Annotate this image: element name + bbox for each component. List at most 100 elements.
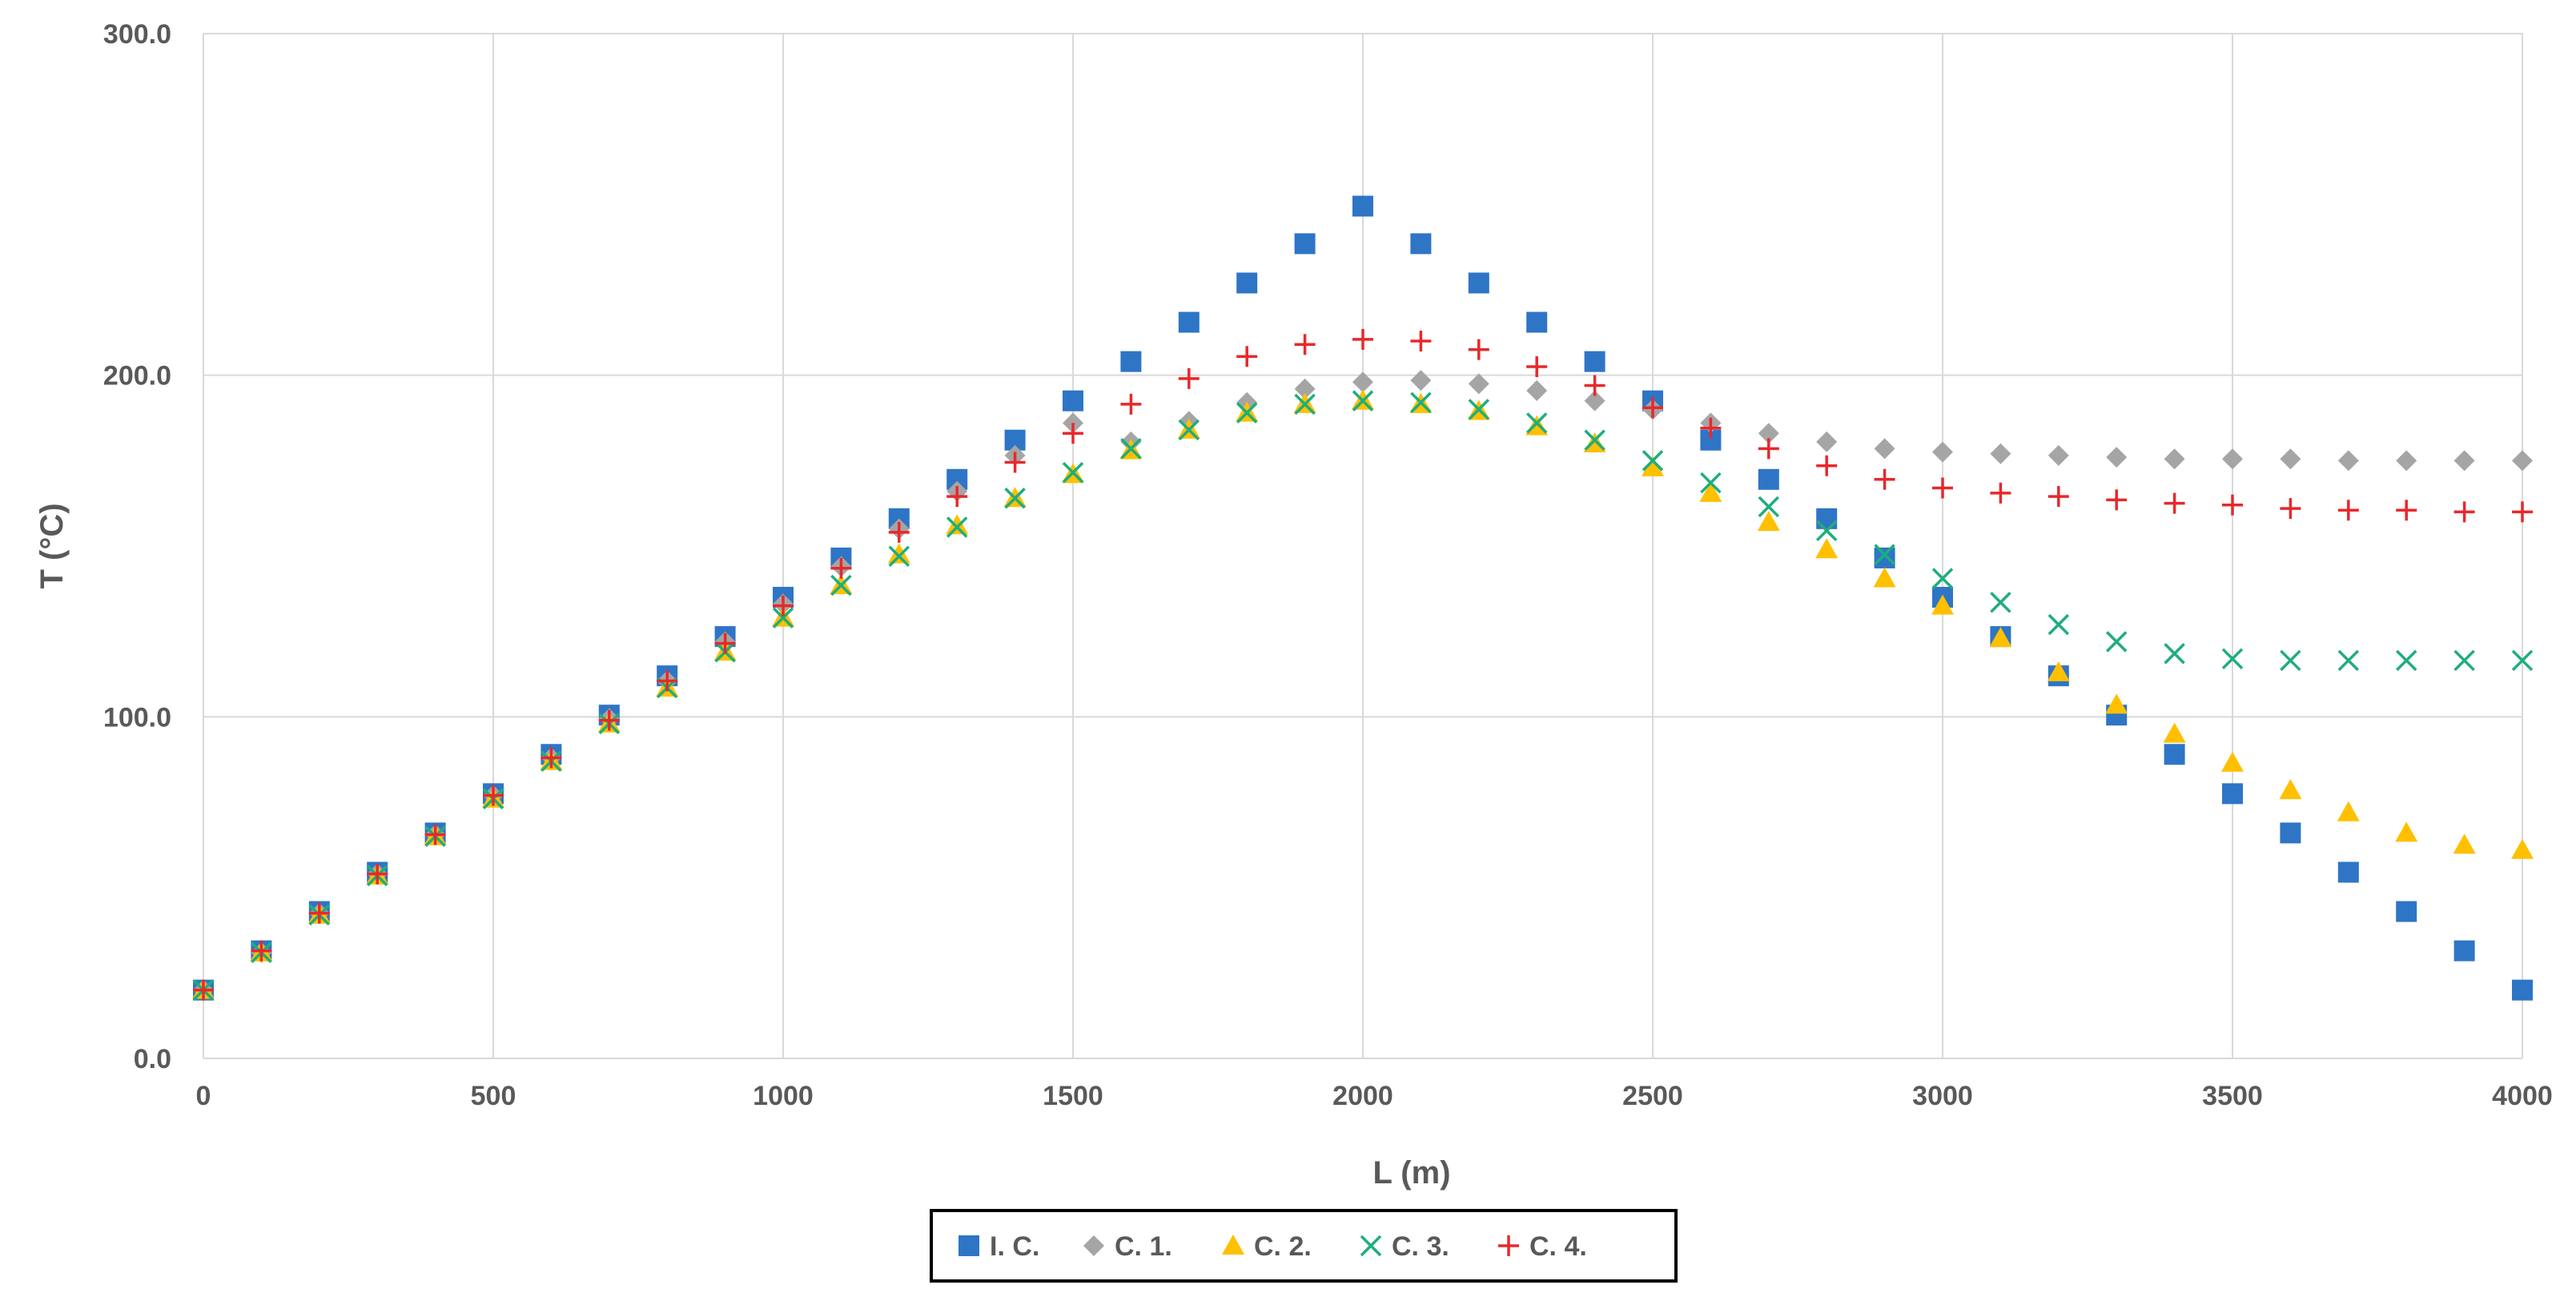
data-point — [1410, 392, 1432, 414]
data-point — [2222, 494, 2243, 516]
data-series — [192, 195, 2534, 1001]
data-point — [2221, 751, 2244, 772]
data-point — [1584, 390, 1605, 412]
data-point — [1526, 311, 1548, 333]
y-tick-label: 100.0 — [103, 702, 171, 733]
data-point — [1120, 351, 1142, 372]
data-point — [2280, 822, 2301, 844]
legend-item: C. 3. — [1360, 1231, 1449, 1262]
legend-item: I. C. — [958, 1231, 1039, 1262]
x-axis-ticks: 0 500 1000 1500 2000 2500 3000 3500 4000 — [196, 1081, 2553, 1111]
data-point — [1063, 390, 1083, 412]
data-point — [2222, 448, 2243, 470]
data-point — [2453, 649, 2475, 672]
data-point — [1816, 431, 1838, 452]
data-point — [1758, 468, 1779, 490]
data-point — [830, 574, 852, 596]
legend-frame — [930, 1209, 1678, 1283]
data-point — [2164, 744, 2185, 765]
data-point — [2512, 979, 2533, 1001]
data-point — [2048, 613, 2070, 636]
data-point — [1874, 468, 1895, 490]
data-point — [1294, 378, 1316, 400]
data-point — [2512, 450, 2533, 472]
data-point — [1526, 379, 1548, 401]
data-point — [2396, 450, 2417, 472]
y-tick-label: 0.0 — [134, 1044, 171, 1074]
legend-item: C. 2. — [1222, 1231, 1312, 1262]
data-point — [888, 521, 910, 543]
legend-item: C. 4. — [1498, 1231, 1587, 1262]
data-point — [830, 557, 852, 579]
data-point — [483, 785, 504, 806]
data-point — [1699, 481, 1722, 502]
data-point — [1932, 477, 1953, 499]
data-point — [1178, 311, 1200, 333]
data-point — [1990, 443, 2011, 464]
data-point — [2337, 500, 2359, 521]
data-point — [2280, 448, 2301, 470]
data-point — [2337, 450, 2359, 472]
data-point — [714, 632, 736, 654]
legend-marker — [958, 1235, 979, 1256]
data-point — [2163, 722, 2186, 743]
x-tick-label: 1500 — [1043, 1081, 1103, 1111]
data-point — [1758, 438, 1779, 460]
data-point — [1468, 339, 1489, 360]
data-point — [2395, 649, 2417, 672]
data-point — [1815, 520, 1838, 542]
data-point — [1236, 272, 1258, 294]
legend: I. C. C. 1. C. 2. C. 3. C. 4. — [930, 1209, 1678, 1283]
legend-label: C. 2. — [1254, 1231, 1312, 1262]
data-point — [1990, 592, 2011, 613]
data-point — [1294, 233, 1316, 255]
legend-marker — [1360, 1235, 1382, 1257]
data-point — [2048, 444, 2069, 466]
y-axis-ticks: 0.0 100.0 200.0 300.0 — [103, 19, 171, 1074]
data-point — [1990, 482, 2011, 504]
data-point — [1989, 627, 2012, 648]
data-point — [308, 902, 330, 924]
data-point — [2337, 649, 2360, 672]
data-point — [1063, 423, 1083, 444]
legend-label: C. 3. — [1392, 1231, 1449, 1262]
data-point — [1120, 438, 1142, 460]
x-tick-label: 1000 — [753, 1081, 814, 1111]
data-point — [946, 514, 969, 535]
x-tick-label: 500 — [471, 1081, 516, 1111]
legend-marker — [1498, 1235, 1519, 1256]
data-point — [1874, 544, 1895, 565]
data-point — [1352, 328, 1373, 350]
data-point — [1816, 508, 1838, 529]
data-point — [424, 824, 446, 845]
data-point — [1815, 538, 1839, 559]
legend-item: C. 1. — [1083, 1231, 1172, 1262]
data-point — [1294, 334, 1316, 355]
data-point — [2511, 838, 2534, 859]
data-point — [2047, 661, 2070, 681]
data-point — [946, 486, 968, 508]
x-tick-label: 4000 — [2492, 1081, 2553, 1111]
data-point — [1236, 346, 1258, 367]
data-point — [2164, 448, 2185, 470]
data-point — [1931, 568, 1954, 589]
data-point — [2453, 833, 2476, 854]
data-point — [2453, 940, 2475, 962]
x-tick-label: 3500 — [2202, 1081, 2263, 1111]
data-point — [1120, 393, 1142, 415]
data-point — [1874, 547, 1895, 568]
data-point — [772, 607, 794, 628]
data-point — [1410, 370, 1432, 392]
data-point — [888, 545, 910, 568]
data-point — [1468, 399, 1490, 420]
data-point — [1236, 402, 1258, 424]
data-point — [541, 747, 562, 769]
data-point — [1294, 393, 1316, 416]
data-point — [2511, 649, 2534, 672]
data-point — [773, 595, 794, 616]
data-point — [1468, 272, 1489, 294]
data-point — [1352, 390, 1374, 412]
data-point — [2221, 648, 2244, 670]
data-point — [2048, 486, 2069, 508]
data-point — [1873, 567, 1896, 588]
